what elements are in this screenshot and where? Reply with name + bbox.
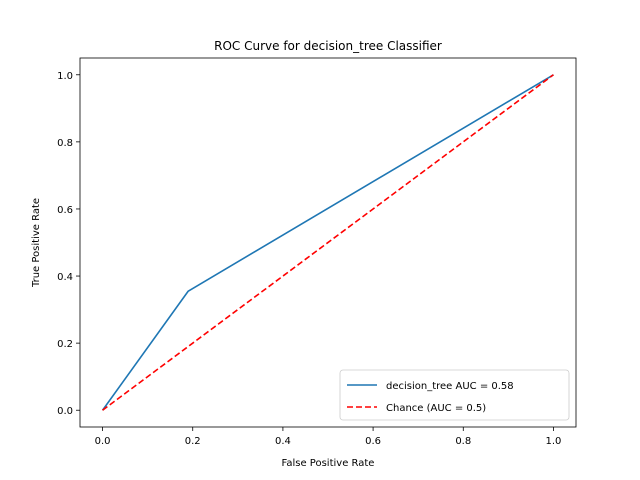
legend: decision_tree AUC = 0.58 Chance (AUC = 0… — [339, 369, 570, 421]
y-axis-label: True Positive Rate — [31, 198, 42, 288]
x-tick-label: 0.8 — [455, 436, 471, 447]
x-axis-label: False Positive Rate — [282, 458, 375, 469]
legend-label-chance: Chance (AUC = 0.5) — [386, 403, 486, 414]
series-line-chance — [102, 74, 554, 411]
axes-frame — [79, 57, 577, 428]
series-line-decision-tree — [101, 74, 554, 411]
y-tick-label: 0.8 — [57, 138, 73, 149]
y-tick-label: 0.6 — [57, 205, 73, 216]
x-tick-label: 0.2 — [185, 436, 201, 447]
y-tick-label: 0.2 — [57, 339, 73, 350]
y-tick-label: 1.0 — [57, 71, 73, 82]
x-tick-label: 1.0 — [546, 436, 562, 447]
y-tick-label: 0.0 — [57, 406, 73, 417]
plot-area — [101, 74, 554, 411]
x-tick-label: 0.4 — [275, 436, 291, 447]
chart-title: ROC Curve for decision_tree Classifier — [214, 39, 442, 53]
y-tick-label: 0.4 — [57, 272, 73, 283]
legend-box — [339, 369, 570, 421]
y-axis-ticks: 0.0 0.2 0.4 0.6 0.8 1.0 — [57, 71, 80, 417]
x-axis-ticks: 0.0 0.2 0.4 0.6 0.8 1.0 — [95, 427, 562, 447]
legend-label-decision-tree: decision_tree AUC = 0.58 — [386, 381, 514, 392]
x-tick-label: 0.6 — [365, 436, 381, 447]
x-tick-label: 0.0 — [95, 436, 111, 447]
